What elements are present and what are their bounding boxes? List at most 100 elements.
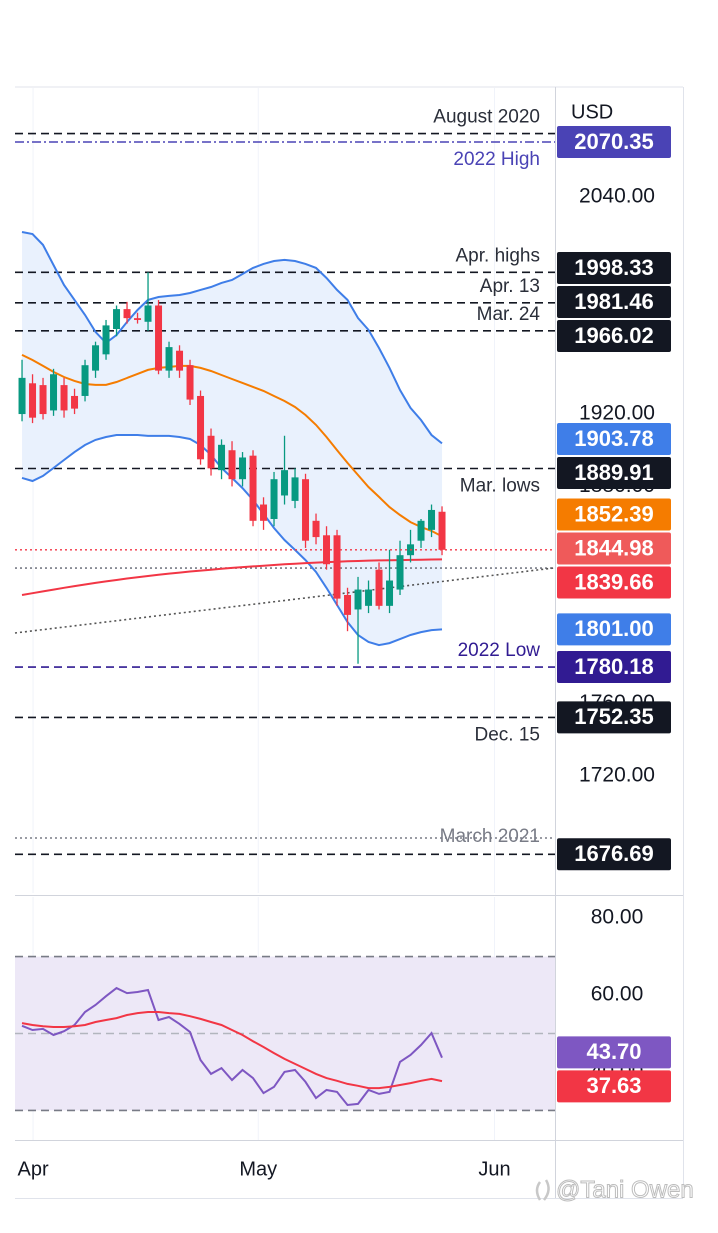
price-badge-label: 43.70 bbox=[586, 1039, 641, 1064]
price-badge-label: 1752.35 bbox=[574, 704, 654, 729]
candle-body bbox=[123, 309, 131, 319]
x-tick-label: Apr bbox=[17, 1158, 48, 1180]
candle-body bbox=[375, 569, 383, 606]
candle-body bbox=[102, 325, 110, 355]
candle-body bbox=[50, 374, 58, 411]
price-badge bbox=[557, 319, 671, 352]
candle-body bbox=[81, 365, 89, 396]
price-badge bbox=[557, 651, 671, 684]
series-line bbox=[21, 231, 443, 445]
y-tick-label: 80.00 bbox=[591, 906, 644, 929]
price-badge bbox=[557, 422, 671, 455]
candle-body bbox=[71, 395, 79, 409]
candle-body bbox=[302, 479, 310, 541]
price-badge-label: 1780.18 bbox=[574, 654, 654, 679]
candle-body bbox=[60, 385, 68, 411]
price-badge-label: 1998.33 bbox=[574, 255, 654, 280]
candle-body bbox=[333, 535, 341, 599]
candle-body bbox=[186, 365, 194, 400]
candle-body bbox=[260, 504, 268, 521]
candle-body bbox=[386, 580, 394, 606]
unit-label: USD bbox=[571, 101, 613, 123]
candle-body bbox=[291, 477, 299, 501]
candle-body bbox=[134, 318, 142, 320]
price-badge-label: 1981.46 bbox=[574, 289, 654, 314]
frame bbox=[15, 86, 684, 1199]
watermark: @Tani Owen bbox=[556, 1176, 694, 1203]
level-label: Apr. 13 bbox=[480, 276, 540, 297]
candle-body bbox=[155, 305, 163, 371]
level-label: 2022 Low bbox=[458, 640, 541, 661]
candle-body bbox=[239, 457, 247, 480]
series-line bbox=[21, 986, 443, 1107]
candle-body bbox=[92, 345, 100, 371]
price-badge bbox=[557, 1070, 671, 1103]
candle-body bbox=[428, 509, 436, 530]
price-badge bbox=[557, 126, 671, 159]
y-tick-label: 1920.00 bbox=[579, 402, 655, 425]
price-badge-label: 1903.78 bbox=[574, 426, 654, 451]
x-tick-label: May bbox=[239, 1158, 277, 1180]
price-badge bbox=[557, 532, 671, 565]
y-tick-label: 60.00 bbox=[591, 983, 644, 1006]
candle-body bbox=[396, 555, 404, 590]
price-badge-label: 1801.00 bbox=[574, 616, 654, 641]
level-label: March 2021 bbox=[440, 826, 540, 847]
candle-body bbox=[354, 589, 362, 610]
price-badge bbox=[557, 285, 671, 318]
x-tick-label: Jun bbox=[478, 1158, 510, 1180]
price-badge-label: 1844.98 bbox=[574, 535, 654, 560]
series-line bbox=[21, 558, 443, 596]
price-badge-label: 1676.69 bbox=[574, 841, 654, 866]
price-badge bbox=[557, 1036, 671, 1069]
level-label: Apr. highs bbox=[456, 245, 541, 266]
candle-body bbox=[39, 385, 47, 415]
level-label: August 2020 bbox=[433, 107, 540, 128]
candle-body bbox=[113, 309, 121, 330]
candle-body bbox=[29, 383, 37, 418]
series-line bbox=[21, 354, 443, 538]
pane: 1680.001720.001760.001800.001840.001880.… bbox=[14, 88, 671, 893]
candle-body bbox=[176, 350, 184, 371]
price-badge-label: 2070.35 bbox=[574, 129, 654, 154]
candle-body bbox=[270, 479, 278, 519]
price-badge bbox=[557, 701, 671, 734]
y-tick-label: 2040.00 bbox=[579, 184, 655, 207]
price-badge bbox=[557, 613, 671, 646]
price-badge bbox=[557, 498, 671, 531]
price-badge-label: 1839.66 bbox=[574, 569, 654, 594]
candle-body bbox=[249, 455, 257, 521]
watermark-group: @Tani Owen bbox=[535, 1176, 694, 1204]
price-badge bbox=[557, 456, 671, 489]
candle-body bbox=[207, 435, 215, 469]
level-label: 2022 High bbox=[453, 149, 540, 170]
price-badge bbox=[557, 838, 671, 871]
price-badge-label: 1889.91 bbox=[574, 460, 654, 485]
series-line bbox=[21, 1011, 443, 1090]
candle-body bbox=[417, 520, 425, 541]
price-badge-label: 37.63 bbox=[586, 1073, 641, 1098]
price-badge-label: 1966.02 bbox=[574, 323, 654, 348]
candle-body bbox=[218, 444, 226, 471]
candle-body bbox=[281, 470, 289, 496]
candle-body bbox=[228, 450, 236, 480]
candle-body bbox=[165, 347, 173, 371]
candle-body bbox=[365, 589, 373, 606]
price-badge bbox=[557, 251, 671, 284]
candle-body bbox=[144, 305, 152, 322]
candle-body bbox=[197, 395, 205, 460]
price-badge-label: 1852.39 bbox=[574, 501, 654, 526]
level-label: Dec. 15 bbox=[475, 724, 540, 745]
level-label: Mar. 24 bbox=[477, 304, 541, 325]
y-tick-label: 1720.00 bbox=[579, 763, 655, 786]
price-badge bbox=[557, 566, 671, 599]
candle-body bbox=[18, 377, 26, 415]
candle-body bbox=[344, 594, 352, 615]
trend-line bbox=[14, 567, 556, 634]
candle-body bbox=[438, 511, 446, 550]
watermark-icon bbox=[535, 1179, 550, 1201]
level-label: Mar. lows bbox=[460, 476, 540, 497]
candle-body bbox=[312, 520, 320, 538]
